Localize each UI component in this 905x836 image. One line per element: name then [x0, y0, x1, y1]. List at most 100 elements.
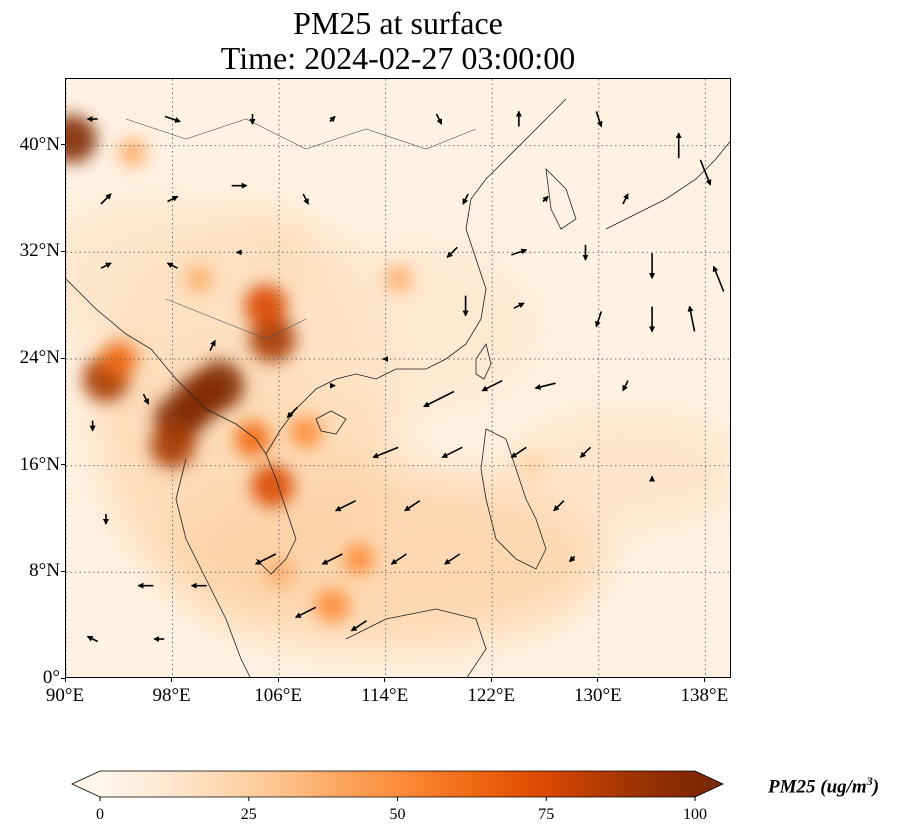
lon-tick-mark	[490, 678, 492, 682]
colorbar-extend-min	[72, 771, 100, 797]
pm25-hotspots	[66, 115, 546, 623]
colorbar-tick-label: 25	[240, 806, 257, 823]
wind-arrow-35	[510, 446, 527, 458]
colorbar-title-exponent: 3	[866, 774, 873, 788]
map-canvas	[66, 79, 730, 677]
wind-arrow-34	[441, 446, 463, 459]
coastline-indochina	[255, 453, 297, 575]
pm25-hotspot-16	[385, 265, 413, 293]
wind-arrow-30	[481, 379, 503, 392]
wind-arrow-32	[622, 380, 629, 392]
wind-arrow-25	[513, 302, 525, 309]
pm25-hotspot-0	[66, 115, 97, 163]
wind-arrow-28	[687, 305, 696, 332]
wind-arrow-13	[462, 193, 469, 205]
pm25-hotspot-13	[343, 543, 375, 575]
lon-tick-mark	[171, 678, 173, 682]
coastline-malay-peninsula	[175, 458, 251, 677]
lat-tick-label: 24°N	[19, 347, 60, 368]
wind-arrow-17	[166, 262, 178, 269]
wind-arrow-39	[553, 500, 565, 512]
wind-arrow-57	[142, 393, 150, 405]
colorbar-gradient	[100, 771, 695, 797]
wind-arrow-33	[372, 446, 399, 459]
lon-tick-mark	[703, 678, 705, 682]
wind-arrow-20	[511, 248, 528, 256]
coastline-mainland-south	[66, 278, 267, 455]
wind-arrow-40	[254, 553, 277, 565]
lat-tick-label: 16°N	[19, 453, 60, 475]
wind-arrow-45	[350, 620, 367, 632]
pm25-hotspot-8	[251, 464, 294, 507]
wind-arrow-10	[167, 195, 179, 203]
coastline-borneo	[345, 608, 487, 677]
wind-arrow-16	[100, 262, 112, 269]
lat-tick-mark	[61, 250, 65, 252]
wind-arrow-8	[699, 159, 712, 186]
lon-tick-mark	[597, 678, 599, 682]
lat-tick-mark	[61, 144, 65, 146]
wind-arrow-3	[329, 115, 336, 123]
wind-arrow-9	[100, 193, 112, 205]
coastline-taiwan	[475, 343, 492, 380]
wind-arrow-44	[294, 606, 317, 619]
lon-tick-label: 98°E	[152, 685, 191, 706]
lon-tick-label: 122°E	[467, 685, 516, 706]
lon-tick-label: 90°E	[45, 685, 85, 706]
lat-tick-mark	[61, 464, 65, 466]
wind-arrow-41	[321, 553, 343, 565]
pm25-hotspot-18	[519, 452, 546, 479]
lat-tick-mark	[61, 357, 65, 359]
coastline-hainan	[315, 410, 347, 435]
lat-tick-mark	[61, 570, 65, 572]
coastline-korea	[545, 167, 577, 230]
wind-arrow-37	[334, 499, 357, 512]
pm25-hotspot-5	[150, 423, 195, 468]
coastlines	[66, 98, 730, 677]
colorbar-tick-label: 50	[389, 806, 406, 823]
wind-arrow-49	[86, 635, 98, 643]
pm25-hotspot-12	[315, 588, 350, 623]
lon-tick-label: 138°E	[680, 685, 729, 706]
lon-tick-mark	[277, 678, 279, 682]
lat-tick-label: 32°N	[19, 240, 60, 262]
border-south-asia	[165, 298, 307, 340]
pm25-map	[65, 78, 731, 678]
wind-arrow-4	[435, 113, 443, 125]
wind-arrow-12	[302, 193, 309, 205]
wind-arrow-1	[164, 115, 182, 123]
lat-tick-label: 0°	[42, 667, 60, 688]
wind-arrow-31	[534, 382, 556, 390]
lat-tick-label: 40°N	[19, 133, 60, 155]
plot-timestamp: Time: 2024-02-27 03:00:00	[220, 40, 576, 76]
wind-arrow-56	[209, 339, 216, 352]
pm25-hotspot-14	[117, 137, 148, 167]
wind-arrow-42	[390, 553, 407, 565]
lon-tick-label: 130°E	[573, 685, 622, 706]
wind-arrow-6	[595, 111, 603, 128]
wind-arrow-23	[712, 265, 725, 292]
pm25-hotspot-7	[244, 284, 288, 327]
wind-arrow-15	[622, 193, 629, 205]
colorbar-tick-label: 100	[683, 806, 707, 823]
coastline-japan	[605, 140, 730, 230]
wind-arrow-26	[595, 311, 603, 328]
colorbar-tick-label: 0	[96, 806, 104, 823]
pm25-hotspot-6	[249, 316, 296, 362]
wind-arrow-19	[446, 246, 458, 259]
wind-arrow-43	[443, 553, 461, 565]
colorbar-extend-max	[695, 771, 723, 797]
coastline-philippines	[480, 428, 547, 570]
lat-tick-mark	[61, 677, 65, 679]
wind-arrow-29	[423, 390, 455, 408]
wind-arrow-38	[403, 500, 421, 512]
wind-arrow-53	[286, 406, 299, 419]
pm25-hotspot-11	[289, 416, 323, 449]
lon-tick-mark	[384, 678, 386, 682]
colorbar-title-close: )	[872, 776, 880, 798]
colorbar-title-text: PM25 (ug/m	[768, 776, 867, 798]
plot-title: PM25 at surface	[293, 5, 503, 41]
colorbar-title: PM25 (ug/m3)	[768, 775, 879, 796]
lon-tick-label: 106°E	[254, 685, 302, 706]
gridlines	[66, 79, 730, 677]
